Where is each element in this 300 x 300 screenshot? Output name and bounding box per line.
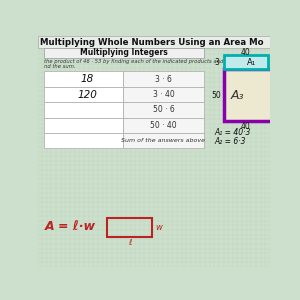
Text: A₂ = 6·3: A₂ = 6·3 (214, 137, 246, 146)
Bar (44, 71, 123, 87)
Bar (44, 87, 123, 102)
Bar (44, 102, 123, 118)
Text: ℓ: ℓ (128, 238, 131, 247)
Text: Sum of the answers above: Sum of the answers above (122, 138, 206, 143)
Text: 18: 18 (80, 74, 94, 84)
Text: 3 · 6: 3 · 6 (155, 75, 172, 84)
Bar (44, 118, 123, 133)
Text: 3 · 40: 3 · 40 (153, 90, 174, 99)
Bar (107, 218, 152, 237)
Text: A₁ = 40·3: A₁ = 40·3 (214, 128, 250, 137)
Text: the product of 46 · 53 by finding each of the indicated products and: the product of 46 · 53 by finding each o… (44, 59, 223, 64)
Text: Multiplying Whole Numbers Using an Area Mo: Multiplying Whole Numbers Using an Area … (40, 38, 264, 47)
Text: 120: 120 (77, 89, 97, 100)
Bar (224, 55, 268, 69)
Bar (123, 87, 204, 102)
Text: A = ℓ·w: A = ℓ·w (45, 220, 96, 233)
Text: nd the sum.: nd the sum. (44, 64, 75, 70)
Text: 3: 3 (215, 58, 220, 67)
Bar (123, 102, 204, 118)
Bar (123, 133, 204, 148)
Text: w: w (155, 223, 162, 232)
Bar (44, 133, 123, 148)
Bar (38, 36, 270, 48)
Bar (224, 69, 272, 122)
Text: 50 · 40: 50 · 40 (150, 121, 177, 130)
Bar (123, 118, 204, 133)
Text: A₁: A₁ (247, 58, 256, 67)
Text: 40: 40 (241, 48, 251, 57)
Text: 50: 50 (211, 91, 220, 100)
Text: Multiplying Integers: Multiplying Integers (80, 48, 168, 57)
Text: 50 · 6: 50 · 6 (153, 105, 174, 114)
Bar (123, 71, 204, 87)
Text: 40: 40 (241, 122, 251, 130)
Bar (44, 48, 204, 58)
Text: A₃: A₃ (231, 89, 244, 102)
